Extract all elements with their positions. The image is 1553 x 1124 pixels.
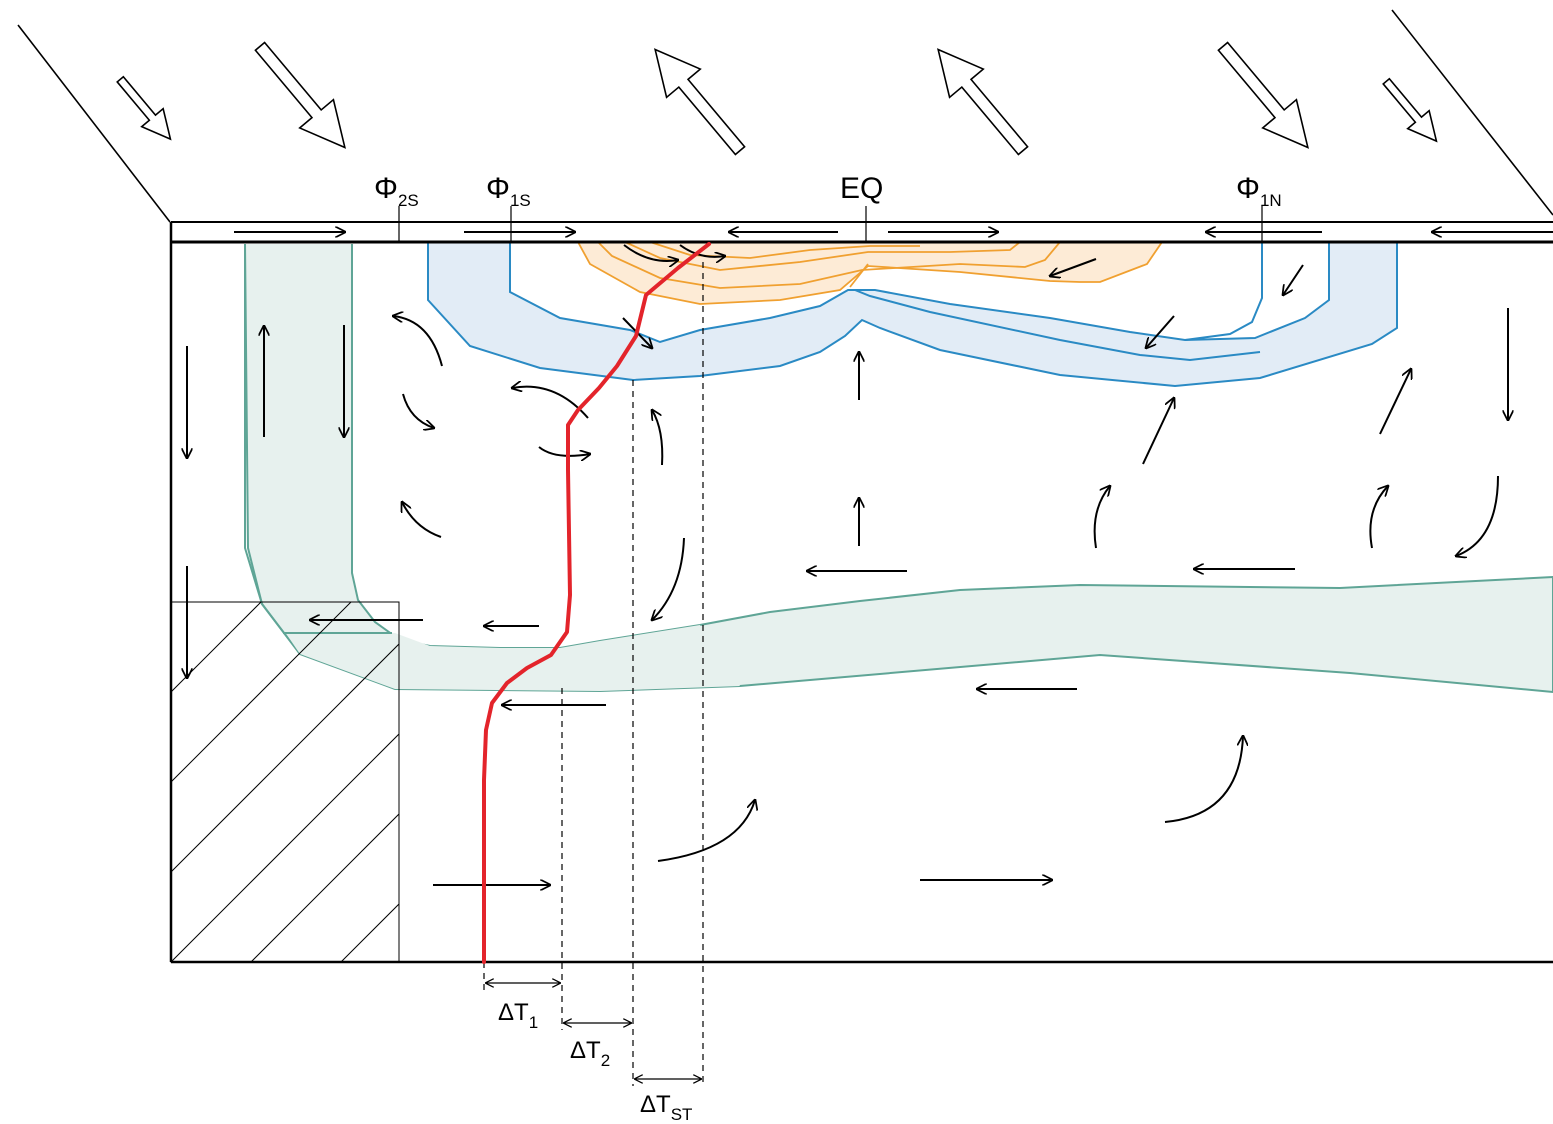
label-eq: EQ [840,172,883,205]
label-delta-t2: ΔT2 [570,1037,610,1070]
label-phi-1n: Φ1N [1236,172,1282,210]
perspective-line-right [1391,9,1553,216]
curved-flow-arrows [393,244,1499,862]
wind-arrows [116,41,1438,156]
label-delta-t1: ΔT1 [498,999,538,1032]
interior-flow-arrows [187,258,1508,885]
thermocline-inner-line [854,242,1263,362]
latitude-ticks [398,206,1263,242]
ocean-box [169,221,1553,964]
wind-arrow-icon [1217,41,1310,149]
wind-arrow-icon [653,48,746,156]
wind-arrow-icon [936,48,1029,156]
deep-water-inner-edge [244,244,301,655]
label-phi-2s: Φ2S [374,172,419,210]
temperature-profile-line [482,242,711,964]
wind-arrow-icon [254,41,347,149]
wind-arrow-icon [116,75,172,141]
label-phi-1s: Φ1S [486,172,531,210]
perspective-line-left [17,24,171,223]
delta-t-intervals [486,983,701,1079]
wind-arrow-icon [1382,77,1438,143]
reference-dashed-lines [483,262,704,1086]
label-delta-tst: ΔTST [640,1091,692,1124]
